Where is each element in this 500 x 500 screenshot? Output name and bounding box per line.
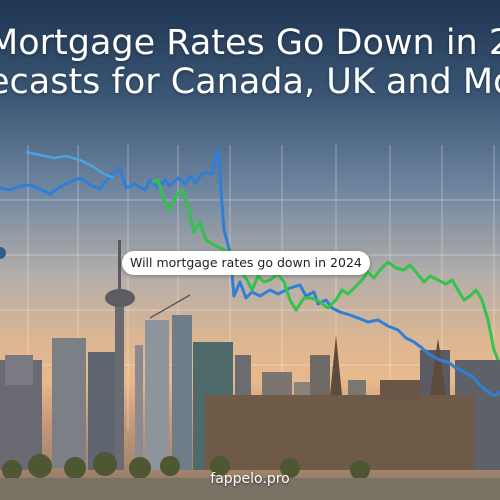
city-skyline: [0, 240, 500, 500]
line-marker: [0, 247, 6, 259]
site-watermark: fappelo.pro: [210, 471, 290, 487]
light-blue-trend-line: [25, 150, 115, 180]
search-query-bubble: Will mortgage rates go down in 2024: [122, 251, 370, 275]
green-trend-line: [151, 178, 500, 361]
page-title: Mortgage Rates Go Down in 2 ecasts for C…: [0, 24, 500, 102]
headline-line-1: Mortgage Rates Go Down in 2: [0, 23, 500, 63]
blue-trend-line: [0, 148, 500, 398]
headline-line-2: ecasts for Canada, UK and Mo: [0, 62, 500, 102]
